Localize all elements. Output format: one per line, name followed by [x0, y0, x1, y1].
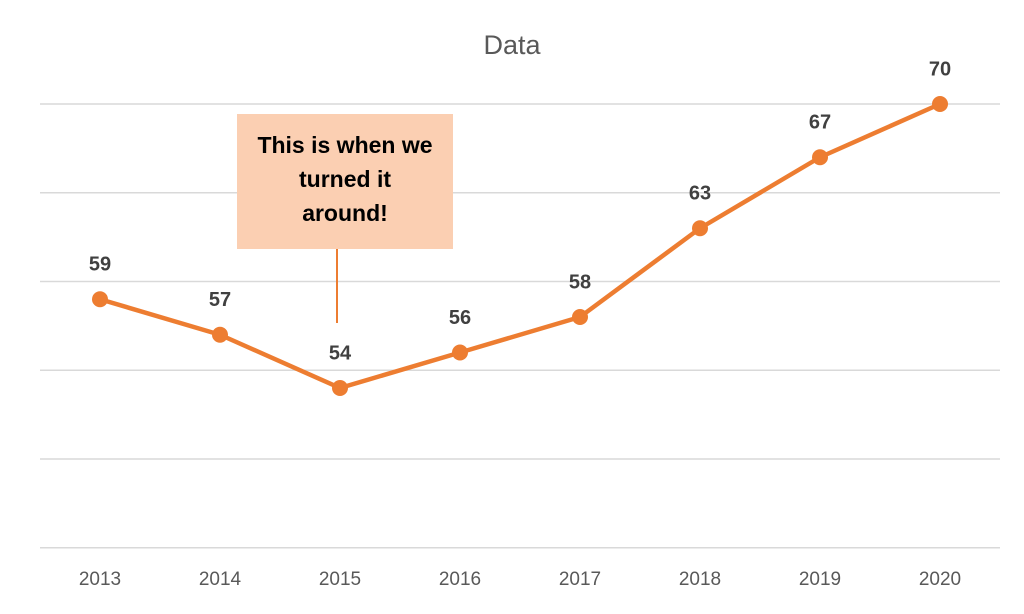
- point: [212, 326, 228, 343]
- data-label: 63: [689, 183, 711, 205]
- data-label: 67: [809, 112, 831, 134]
- data-label: 58: [569, 271, 591, 293]
- data-label: 70: [929, 58, 951, 80]
- x-tick-label: 2014: [199, 569, 242, 590]
- x-tick-label: 2013: [79, 569, 121, 590]
- chart-title: Data: [483, 30, 541, 60]
- x-tick-label: 2020: [919, 569, 961, 590]
- point: [452, 344, 468, 361]
- point: [572, 309, 588, 325]
- data-label: 56: [449, 307, 471, 329]
- x-tick-label: 2018: [679, 569, 721, 590]
- annotation: This is when we turned it around!: [237, 114, 453, 249]
- data-label: 59: [89, 254, 111, 276]
- data-label: 57: [209, 289, 231, 311]
- data-label: 54: [329, 342, 352, 364]
- point: [812, 149, 828, 166]
- point: [932, 96, 948, 112]
- point: [332, 380, 348, 396]
- x-tick-label: 2017: [559, 569, 601, 590]
- point: [92, 291, 108, 308]
- line: [99, 101, 941, 391]
- point: [692, 220, 708, 237]
- grid: [40, 103, 1000, 549]
- x-tick-label: 2015: [319, 569, 361, 590]
- x-tick-label: 2019: [799, 569, 841, 590]
- x-tick-label: 2016: [439, 569, 481, 590]
